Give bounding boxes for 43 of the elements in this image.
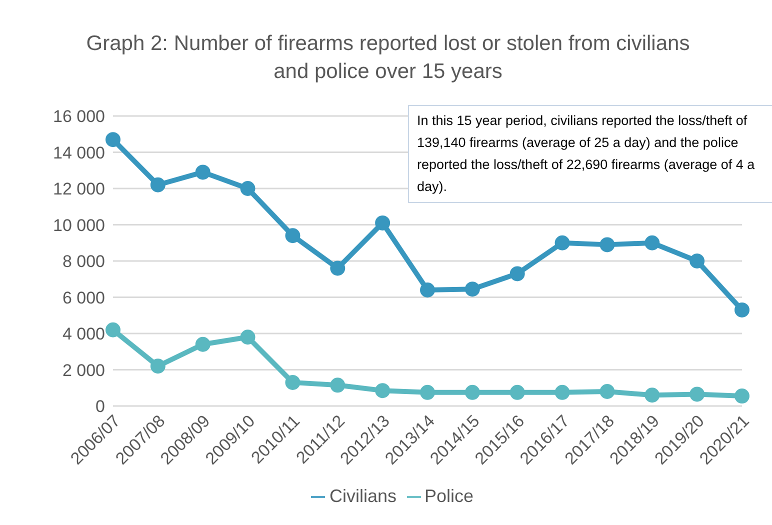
point bbox=[644, 235, 660, 250]
point bbox=[330, 378, 346, 393]
point bbox=[150, 358, 166, 374]
point bbox=[554, 235, 570, 250]
y-tick-label: 16 000 bbox=[53, 107, 105, 126]
legend-label: Police bbox=[424, 486, 474, 506]
point bbox=[690, 386, 705, 402]
point bbox=[420, 384, 435, 400]
y-tick-label: 0 bbox=[96, 397, 105, 416]
point bbox=[330, 260, 346, 276]
annotation: In this 15 year period, civilians reported the loss/theft of 139,140 firearms (average of 25 a day) and the police reported the loss/theft of 22,690 firearms (average of 4 a day). bbox=[408, 105, 772, 203]
point bbox=[106, 132, 120, 148]
point bbox=[464, 384, 480, 400]
y-tick-label: 2 000 bbox=[62, 360, 105, 380]
y-tick-label: 4 000 bbox=[62, 324, 105, 344]
point bbox=[600, 384, 615, 399]
y-tick-label: 6 000 bbox=[62, 288, 105, 308]
point bbox=[420, 282, 435, 298]
point bbox=[195, 336, 210, 352]
point bbox=[734, 302, 750, 318]
point bbox=[644, 388, 660, 403]
point bbox=[150, 177, 166, 192]
point bbox=[510, 384, 525, 400]
chart-title: Graph 2: Number of firearms reported lost or stolen from civilians and police over 15 years bbox=[85, 31, 691, 85]
point bbox=[195, 164, 210, 180]
point bbox=[375, 383, 390, 398]
point bbox=[734, 388, 750, 404]
point bbox=[240, 330, 256, 345]
y-tick-label: 12 000 bbox=[53, 180, 105, 199]
point bbox=[690, 254, 705, 268]
point bbox=[375, 215, 390, 230]
point bbox=[285, 228, 300, 244]
y-tick-label: 8 000 bbox=[62, 252, 105, 272]
point bbox=[240, 181, 256, 196]
y-tick-label: 14 000 bbox=[53, 143, 105, 162]
legend-label: Civilians bbox=[329, 486, 396, 506]
point bbox=[106, 322, 120, 338]
point bbox=[600, 237, 615, 252]
point bbox=[554, 384, 570, 400]
y-tick-label: 10 000 bbox=[53, 216, 105, 235]
point bbox=[464, 282, 480, 297]
point bbox=[510, 266, 525, 282]
point bbox=[285, 374, 300, 390]
